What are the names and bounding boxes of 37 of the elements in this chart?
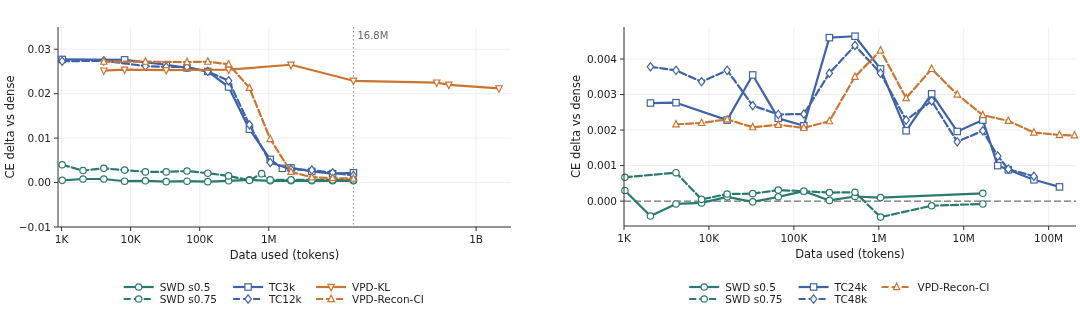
y-tick-label: 0.000 [586,194,617,207]
x-tick-label: 100K [780,232,809,244]
y-tick-label: −0.01 [18,220,51,233]
y-axis-title: CE delta vs dense [569,75,583,178]
x-tick-label: 10K [698,232,721,244]
legend-label: VPD-Recon-CI [352,293,424,305]
x-tick-label: 1K [617,232,632,244]
y-tick-label: 0.001 [586,159,617,172]
x-tick-label: 1K [54,233,70,245]
x-tick-label: 10K [120,233,142,245]
y-axis-title: CE delta vs dense [3,75,17,179]
y-tick-label: 0.02 [27,87,51,100]
y-tick-label: 0.002 [586,123,617,136]
legend-label: TC12k [268,293,303,305]
x-tick-label: 100M [1034,232,1064,244]
x-tick-label: 1M [870,232,887,244]
y-tick-label: 0.00 [27,176,51,189]
x-tick-label: 100K [186,233,215,245]
x-tick-label: 10M [952,232,975,244]
legend-label: TC24k [833,281,869,293]
ref-line-label: 16.8M [357,30,389,41]
legend-label: TC3k [268,281,296,293]
x-tick-label: 1M [260,233,277,245]
legend-label: TC48k [833,293,869,305]
x-axis-title: Data used (tokens) [795,247,905,261]
y-tick-label: 0.01 [27,131,51,144]
y-tick-label: 0.003 [586,88,617,101]
legend-label: VPD-Recon-CI [917,281,990,293]
x-axis-title: Data used (tokens) [229,248,340,262]
legend-label: SWD s0.75 [725,293,783,305]
x-tick-label: 1B [469,233,484,245]
y-tick-label: 0.004 [586,52,618,65]
y-tick-label: 0.03 [27,43,51,56]
legend-label: SWD s0.75 [159,293,218,305]
legend-label: SWD s0.5 [725,281,776,293]
legend-label: SWD s0.5 [159,281,211,293]
legend-label: VPD-KL [352,281,391,293]
